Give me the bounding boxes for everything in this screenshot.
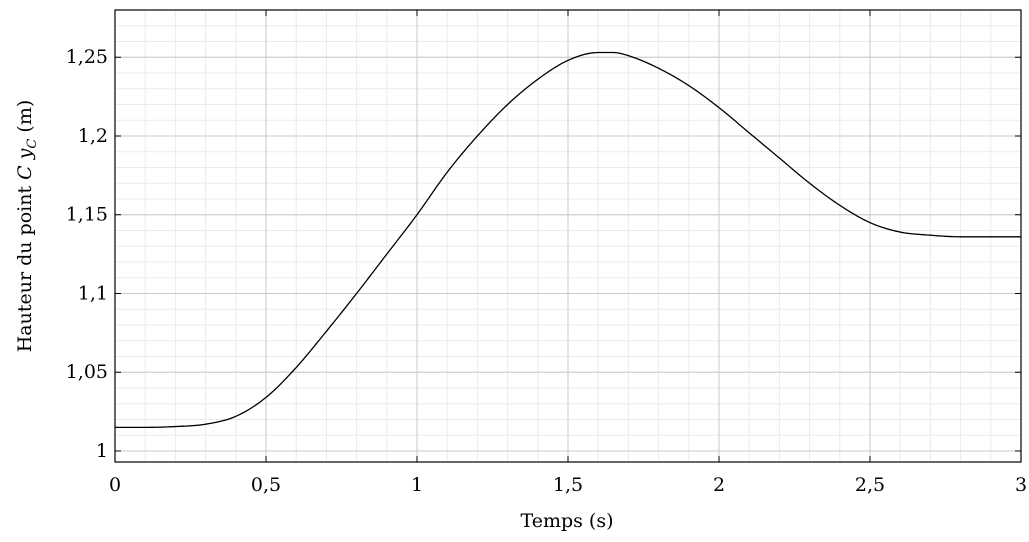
x-tick-label: 1,5	[553, 474, 583, 496]
series-line	[115, 51, 1021, 428]
y-tick-label: 1,25	[66, 46, 108, 68]
series-layer	[115, 51, 1021, 428]
x-tick-label: 2	[713, 474, 725, 496]
tick-labels: 0 0,5 1 1,5 2 2,5 3 1 1,05 1,1 1,15 1,2 1,25	[66, 46, 1027, 496]
y-tick-label: 1,1	[78, 282, 108, 304]
x-tick-label: 3	[1015, 474, 1027, 496]
y-axis-title: Hauteur du point C yC (m)	[14, 100, 40, 353]
x-axis-title: Temps (s)	[521, 510, 614, 532]
x-tick-label: 0,5	[251, 474, 281, 496]
grid	[114, 9, 1022, 462]
y-tick-label: 1,15	[66, 204, 108, 226]
y-tick-label: 1,2	[78, 125, 108, 147]
x-tick-label: 0	[109, 474, 121, 496]
axis-ticks	[114, 10, 1022, 462]
x-tick-label: 2,5	[855, 474, 885, 496]
y-tick-label: 1,05	[66, 361, 108, 383]
x-tick-label: 1	[411, 474, 423, 496]
y-tick-label: 1	[96, 440, 108, 462]
